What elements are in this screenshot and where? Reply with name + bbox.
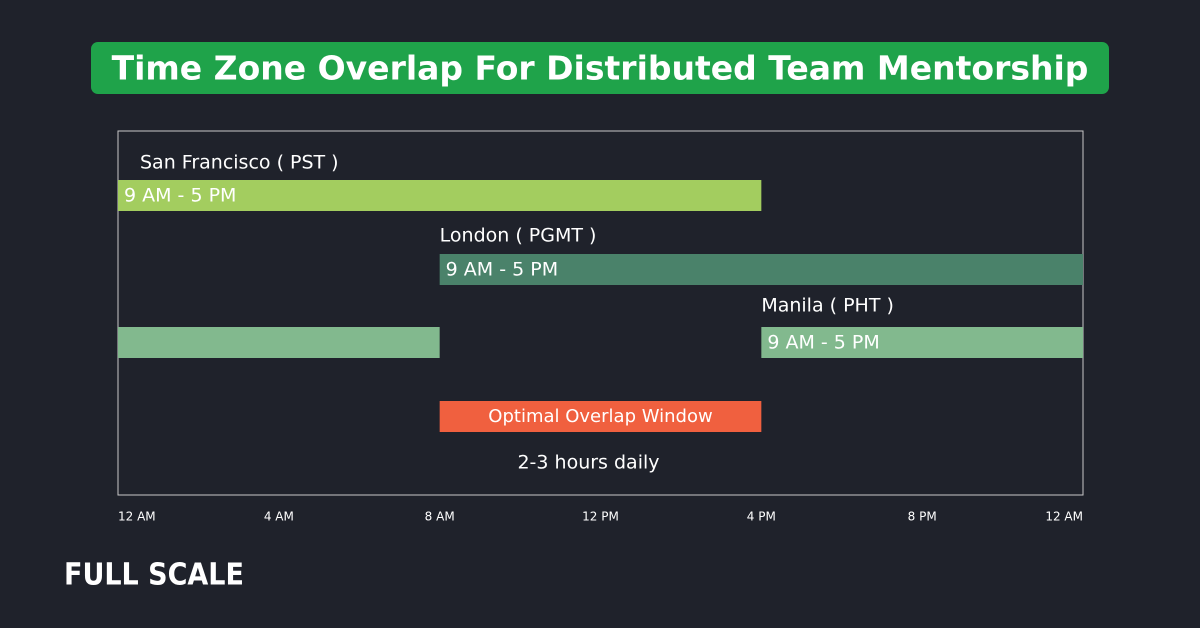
chart-title: Time Zone Overlap For Distributed Team M… — [112, 49, 1089, 88]
title-box — [91, 42, 1109, 94]
plot-frame — [117, 130, 1084, 496]
time-bar — [439, 254, 1084, 285]
x-tick-label: 12 PM — [582, 510, 619, 524]
zone-name: London ( PGMT ) — [440, 225, 597, 247]
x-tick-label: 8 AM — [425, 510, 455, 524]
hours-label: 9 AM - 5 PM — [124, 185, 236, 207]
time-bar — [118, 180, 762, 211]
zone-name: San Francisco ( PST ) — [140, 152, 339, 174]
time-bar — [118, 327, 440, 358]
overlap-label: Optimal Overlap Window — [488, 406, 712, 427]
brand-logo: FULL SCALE — [64, 558, 244, 593]
x-tick-label: 4 AM — [264, 510, 294, 524]
zone-name: Manila ( PHT ) — [761, 295, 894, 317]
x-tick-label: 12 AM — [1045, 510, 1083, 524]
overlap-note: 2-3 hours daily — [517, 452, 659, 474]
time-bar — [761, 327, 1083, 358]
x-tick-label: 4 PM — [747, 510, 776, 524]
hours-label: 9 AM - 5 PM — [767, 332, 879, 354]
hours-label: 9 AM - 5 PM — [446, 259, 558, 281]
x-tick-label: 12 AM — [118, 510, 156, 524]
overlap-window — [439, 401, 762, 432]
x-tick-label: 8 PM — [908, 510, 937, 524]
